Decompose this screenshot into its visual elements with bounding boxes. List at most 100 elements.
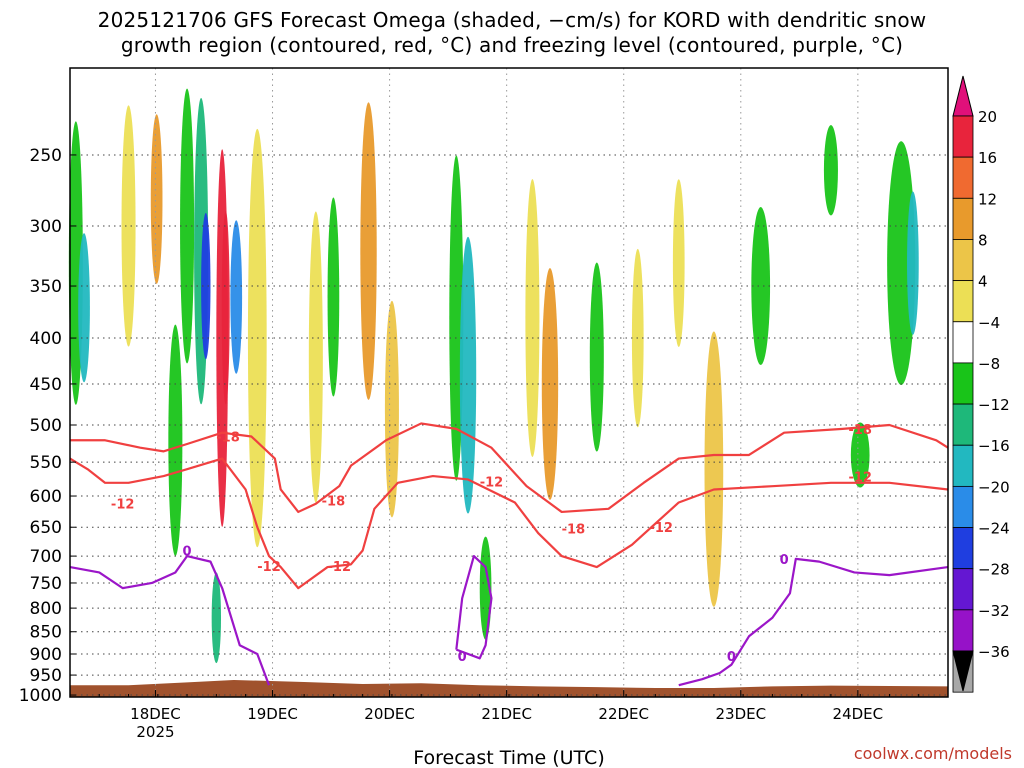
y-tick-label: 750: [30, 574, 62, 594]
contour-label: -18: [562, 522, 586, 537]
y-tick-label: 850: [30, 623, 62, 643]
omega-shade: [121, 105, 136, 347]
contour-line: [69, 554, 271, 686]
colorbar-segment: [952, 362, 974, 405]
grid-lines: [70, 68, 948, 697]
terrain-fill: [70, 679, 948, 697]
x-tick-label-year: 2025: [136, 723, 174, 741]
x-tick-label: 19DEC: [247, 705, 298, 723]
credit-text[interactable]: coolwx.com/models: [853, 744, 1012, 763]
colorbar-label: −20: [978, 478, 1010, 496]
contour-label: -18: [216, 431, 240, 446]
contour-label: -12: [649, 521, 673, 536]
y-tick-label: 350: [30, 277, 62, 297]
colorbar-label: 4: [978, 273, 988, 291]
y-tick-label: 500: [30, 416, 62, 436]
colorbar-segment: [952, 156, 974, 199]
x-tick-label: 23DEC: [715, 705, 766, 723]
contour-label: -18: [322, 495, 346, 510]
colorbar-bottom-arrow: [952, 650, 974, 692]
y-tick-label: 650: [30, 518, 62, 538]
chart-title-line-2: growth region (contoured, red, °C) and f…: [120, 33, 904, 57]
colorbar-top-arrow: [952, 75, 974, 117]
omega-shade: [308, 211, 323, 503]
y-tick-label: 250: [30, 146, 62, 166]
colorbar-label: 20: [978, 108, 997, 126]
y-tick-label: 700: [30, 547, 62, 567]
colorbar-segment: [952, 568, 974, 611]
y-tick-label: 300: [30, 217, 62, 237]
omega-shade: [360, 102, 377, 400]
y-tick-label: 800: [30, 599, 62, 619]
omega-shade: [150, 114, 163, 284]
colorbar-segment: [952, 444, 974, 487]
omega-shade: [449, 155, 464, 481]
omega-shade: [887, 141, 916, 385]
colorbar-label: 8: [978, 231, 988, 249]
contour-label: -12: [257, 560, 281, 575]
colorbar-label: −36: [978, 643, 1010, 661]
colorbar: 20 16 12 8 4 −4 −8 −12 −16 −20 −24 −28 −32 −36: [952, 75, 1010, 693]
y-tick-label: 1000: [19, 686, 62, 706]
omega-shade: [672, 179, 685, 348]
contour-line: [455, 554, 493, 660]
omega-shade: [384, 300, 399, 518]
omega-shade: [823, 125, 838, 216]
y-tick-label: 900: [30, 645, 62, 665]
terrain-area: [70, 679, 948, 697]
y-tick-label: 950: [30, 666, 62, 686]
omega-shade: [704, 331, 724, 607]
colorbar-segment: [952, 280, 974, 323]
colorbar-segment: [952, 609, 974, 652]
colorbar-label: −32: [978, 602, 1010, 620]
omega-shade: [78, 233, 90, 383]
omega-shade: [327, 197, 340, 397]
colorbar-segment: [952, 321, 974, 364]
omega-shade: [751, 207, 771, 366]
contour-labels: -18 -12 0 0 0 -12 -18 -12 -12 -18 -12 -18 -12 0: [111, 423, 872, 665]
omega-shade: [211, 572, 222, 664]
omega-shade: [180, 88, 195, 364]
x-tick-label: 21DEC: [481, 705, 532, 723]
colorbar-label: −28: [978, 561, 1010, 579]
omega-shade: [230, 220, 243, 374]
omega-shade: [525, 179, 540, 457]
omega-shade: [221, 210, 230, 405]
y-tick-label: 450: [30, 375, 62, 395]
omega-shade: [907, 191, 919, 335]
contour-label: 0: [458, 650, 467, 665]
colorbar-label: −16: [978, 437, 1010, 455]
omega-shade: [850, 422, 870, 488]
colorbar-segment: [952, 239, 974, 282]
x-axis-label: Forecast Time (UTC): [413, 747, 604, 768]
colorbar-label: 16: [978, 149, 997, 167]
axes: 2503003504004505005506006507007508008509…: [19, 67, 949, 741]
contour-label: -12: [848, 471, 872, 486]
x-tick-label: 20DEC: [364, 705, 415, 723]
y-tick-label: 550: [30, 453, 62, 473]
colorbar-segment: [952, 485, 974, 528]
colorbar-label: −4: [978, 314, 1000, 332]
contour-line: [70, 422, 949, 514]
colorbar-label: −12: [978, 396, 1010, 414]
omega-shade: [589, 262, 604, 452]
colorbar-label: −24: [978, 520, 1010, 538]
colorbar-segment: [952, 527, 974, 570]
colorbar-segment: [952, 115, 974, 158]
omega-shade: [459, 236, 477, 514]
x-tick-label: 22DEC: [598, 705, 649, 723]
y-tick-label: 600: [30, 487, 62, 507]
omega-shade: [201, 212, 211, 360]
x-tick-label: 18DEC: [130, 705, 181, 723]
contour-label: 0: [183, 544, 192, 559]
colorbar-segment: [952, 197, 974, 240]
omega-shade: [168, 324, 183, 556]
contour-label: 0: [780, 553, 789, 568]
omega-shading: [68, 88, 919, 664]
colorbar-label: 12: [978, 190, 997, 208]
contour-label: -12: [111, 498, 135, 513]
colorbar-label: −8: [978, 355, 1000, 373]
contour-line: [678, 557, 949, 687]
